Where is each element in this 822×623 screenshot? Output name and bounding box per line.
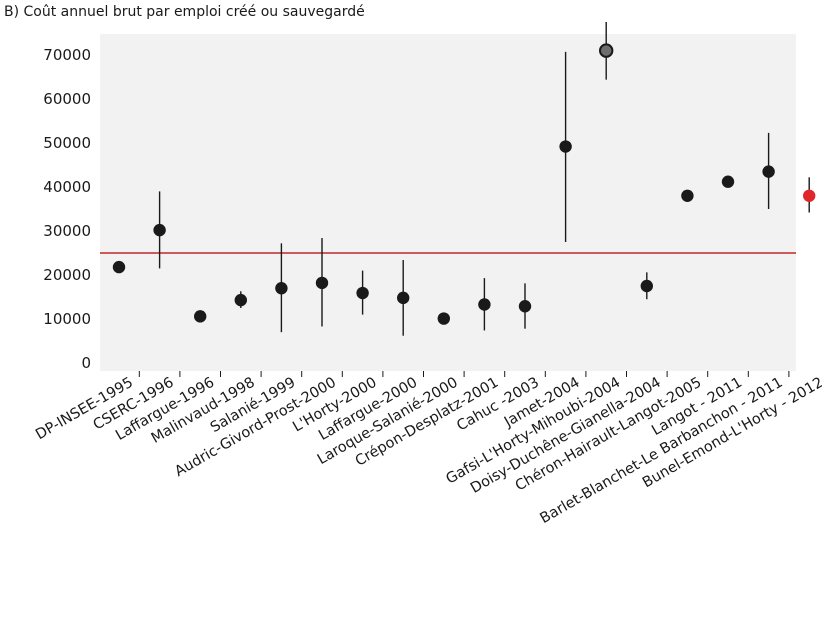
data-points [112,43,816,325]
data-point [315,276,329,290]
y-tick-label: 60000 [43,90,91,108]
data-point [803,189,816,202]
y-tick-label: 20000 [43,266,91,284]
data-point [275,282,288,295]
y-axis: 0 10000 20000 30000 40000 50000 60000 70000 [43,46,91,372]
y-tick-label: 10000 [43,310,91,328]
data-point [356,286,369,300]
data-point [234,293,247,307]
chart-title: B) Coût annuel brut par emploi créé ou s… [4,4,365,20]
data-point [112,260,126,274]
x-axis-labels: DP-INSEE-1995CSERC-1996Laffargue-1996Mal… [33,371,822,527]
data-point [397,291,410,305]
data-point [153,223,166,237]
data-point [559,140,572,153]
y-tick-label: 0 [81,354,91,372]
data-point [721,175,735,188]
y-tick-label: 50000 [43,134,91,152]
y-tick-label: 40000 [43,178,91,196]
data-point [194,310,207,323]
data-point [640,279,653,293]
data-point [478,298,491,311]
data-point [518,300,532,313]
data-point [437,312,450,325]
data-point [599,43,614,58]
data-point [762,165,775,178]
y-tick-label: 30000 [43,222,91,240]
data-point [681,189,694,202]
y-tick-label: 70000 [43,46,91,64]
